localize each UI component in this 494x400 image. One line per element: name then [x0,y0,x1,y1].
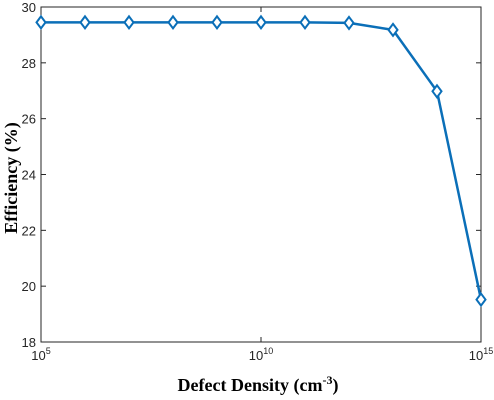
series-line [41,21,483,300]
x-axis-label-suffix: ) [332,375,338,396]
y-tick-label: 22 [22,223,36,238]
data-point [79,14,91,31]
x-axis-label: Defect Density (cm-3) [178,373,339,396]
plot-area [40,6,482,343]
y-tick-label: 18 [22,335,36,350]
x-tick-label: 1010 [249,346,273,363]
y-tick-label: 30 [22,0,36,15]
data-point [167,14,179,31]
x-axis: 105 1010 1015 [31,7,493,363]
data-point [475,291,487,308]
x-axis-label-text: Defect Density (cm [178,375,323,396]
data-point [343,15,355,31]
data-point [211,14,223,31]
data-point [123,14,135,31]
y-tick-label: 28 [22,56,36,71]
y-axis: 18 20 22 24 26 28 30 [22,0,481,350]
y-tick-label: 26 [22,112,36,127]
data-point [387,22,399,38]
series-layer [35,14,487,308]
y-axis-label: Efficiency (%) [1,122,22,233]
x-tick-label: 105 [31,346,50,363]
y-tick-label: 20 [22,279,36,294]
plot-frame [40,6,482,343]
x-tick-label: 1015 [469,346,493,363]
data-point [299,14,311,31]
y-tick-label: 24 [22,168,36,183]
x-axis-label-superscript: -3 [322,373,332,387]
data-point [255,14,267,31]
data-point [431,83,443,99]
data-point [35,14,47,31]
